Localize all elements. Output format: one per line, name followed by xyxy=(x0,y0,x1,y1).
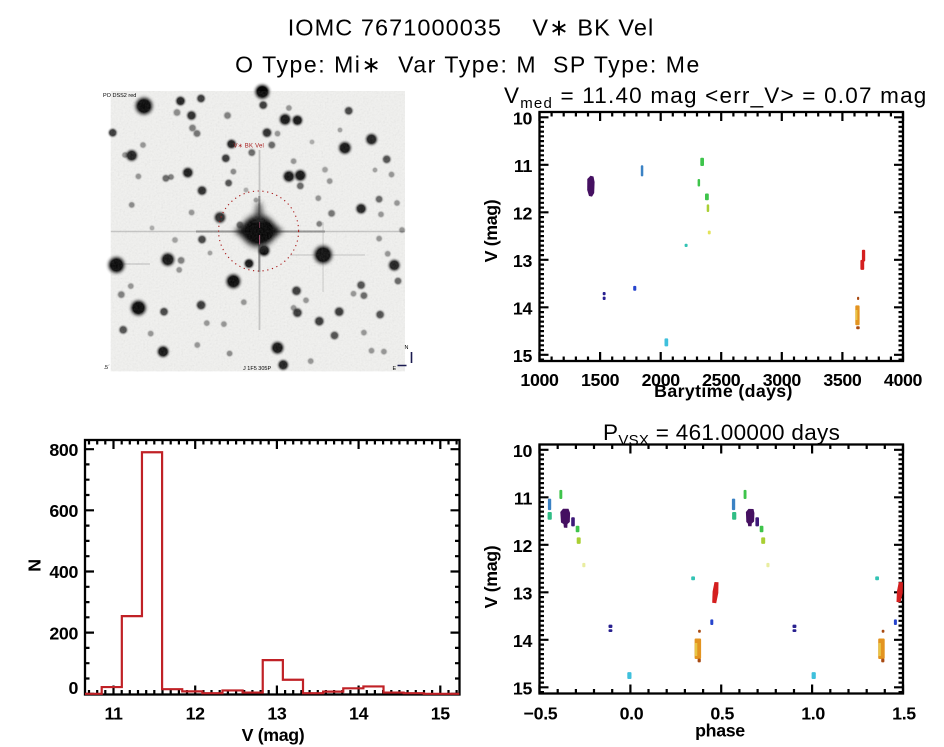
svg-text:1.0: 1.0 xyxy=(801,703,825,723)
svg-text:15: 15 xyxy=(431,703,451,723)
svg-text:J 1F5 305P: J 1F5 305P xyxy=(243,366,271,372)
svg-text:11: 11 xyxy=(104,703,123,723)
svg-text:12: 12 xyxy=(513,203,533,223)
svg-text:O Type: Mi∗ Var Type: M SP T: O Type: Mi∗ Var Type: M SP Type: Me xyxy=(235,52,701,78)
svg-text:14: 14 xyxy=(349,703,369,723)
svg-text:10: 10 xyxy=(513,441,533,461)
svg-text:600: 600 xyxy=(49,501,78,521)
svg-text:N: N xyxy=(25,559,45,572)
svg-text:3500: 3500 xyxy=(823,370,862,390)
svg-text:13: 13 xyxy=(267,703,287,723)
svg-text:400: 400 xyxy=(49,562,78,582)
svg-text:1.5: 1.5 xyxy=(892,703,916,723)
svg-text:−0.5: −0.5 xyxy=(524,703,558,723)
svg-text:E: E xyxy=(393,366,397,372)
svg-text:15: 15 xyxy=(513,678,533,698)
svg-text:phase: phase xyxy=(695,721,745,741)
svg-text:1000: 1000 xyxy=(520,370,559,390)
svg-text:11: 11 xyxy=(514,488,533,508)
svg-text:Barytime (days): Barytime (days) xyxy=(654,381,793,401)
svg-text:3000: 3000 xyxy=(763,370,802,390)
svg-text:14: 14 xyxy=(513,631,533,651)
svg-text:13: 13 xyxy=(513,583,533,603)
svg-text:12: 12 xyxy=(513,536,533,556)
svg-text:V (mag): V (mag) xyxy=(481,545,501,608)
svg-text:0.0: 0.0 xyxy=(620,703,644,723)
svg-text:.5´: .5´ xyxy=(104,365,111,371)
svg-text:14: 14 xyxy=(513,298,533,318)
svg-text:2500: 2500 xyxy=(702,370,741,390)
svg-text:11: 11 xyxy=(514,156,533,176)
svg-text:V∗ BK Vel: V∗ BK Vel xyxy=(234,144,265,150)
svg-text:N: N xyxy=(405,345,409,351)
svg-text:Vmed = 11.40 mag <err_V> = 0.0: Vmed = 11.40 mag <err_V> = 0.07 mag xyxy=(504,83,928,112)
svg-text:2000: 2000 xyxy=(642,370,681,390)
svg-text:V (mag): V (mag) xyxy=(481,199,501,262)
svg-text:800: 800 xyxy=(49,440,78,460)
svg-text:4000: 4000 xyxy=(884,370,923,390)
svg-text:200: 200 xyxy=(49,623,78,643)
svg-text:10: 10 xyxy=(513,108,533,128)
svg-text:IOMC 7671000035 V∗ BK Vel: IOMC 7671000035 V∗ BK Vel xyxy=(288,14,655,40)
svg-text:13: 13 xyxy=(513,251,533,271)
svg-text:15: 15 xyxy=(513,346,533,366)
svg-text:12: 12 xyxy=(186,703,206,723)
svg-text:V (mag): V (mag) xyxy=(242,725,305,745)
svg-text:1500: 1500 xyxy=(581,370,620,390)
svg-text:PO DSS2 red: PO DSS2 red xyxy=(103,93,136,99)
svg-text:0: 0 xyxy=(68,678,78,698)
svg-text:0.5: 0.5 xyxy=(710,703,734,723)
